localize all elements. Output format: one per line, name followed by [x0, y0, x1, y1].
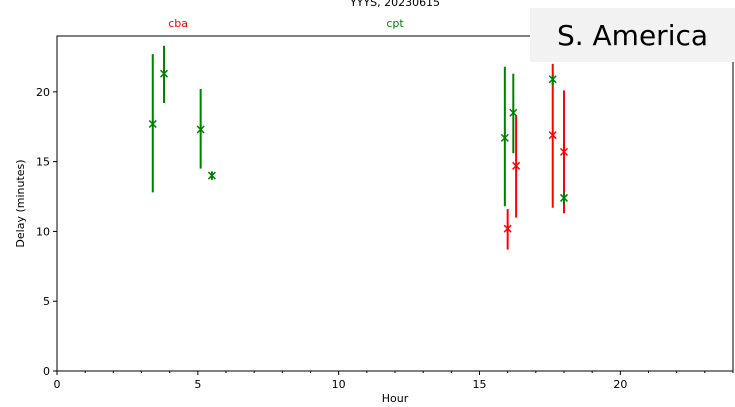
cpt-point	[500, 133, 509, 142]
series-label-cba: cba	[168, 17, 188, 30]
cpt-point	[207, 171, 216, 180]
cpt-marker-stroke	[148, 119, 157, 128]
series-label-cpt: cpt	[386, 17, 404, 30]
region-label: S. America	[556, 18, 709, 52]
cpt-marker-stroke	[559, 193, 569, 202]
axes	[56, 35, 734, 372]
cpt-marker-stroke	[509, 108, 518, 117]
y-axis-title: Delay (minutes)	[14, 159, 27, 247]
cba-marker-stroke	[559, 147, 569, 156]
y-tick-label: 20	[36, 86, 50, 99]
cpt-marker-stroke	[160, 69, 169, 78]
cpt-point	[548, 75, 557, 84]
cpt-marker-stroke	[500, 133, 509, 142]
cpt-point	[196, 125, 205, 134]
y-tick-label: 15	[36, 156, 50, 169]
cpt-marker-stroke	[196, 125, 205, 134]
series-labels: cba cpt	[168, 17, 404, 30]
cpt-marker-stroke	[548, 75, 557, 84]
data-marks	[148, 45, 569, 250]
x-tick-label: 10	[332, 378, 346, 391]
cba-marker-stroke	[503, 224, 512, 233]
cpt-point	[148, 119, 157, 128]
cpt-marker-stroke	[207, 171, 216, 180]
cba-point	[559, 147, 569, 156]
chart-title: YYYS, 20230615	[349, 0, 440, 9]
x-tick-label: 20	[613, 378, 627, 391]
cba-point	[503, 224, 512, 233]
cpt-point	[559, 193, 569, 202]
x-tick-label: 0	[54, 378, 61, 391]
x-tick-label: 5	[194, 378, 201, 391]
x-tick-label: 15	[473, 378, 487, 391]
cba-marker-stroke	[548, 131, 557, 140]
cpt-point	[509, 108, 518, 117]
region-label-box: S. America	[530, 8, 735, 62]
y-tick-label: 5	[43, 295, 50, 308]
cba-point	[548, 131, 557, 140]
y-tick-label: 10	[36, 225, 50, 238]
x-axis-ticks: 0 5 10 15 20	[54, 371, 734, 391]
cba-point	[512, 161, 521, 170]
y-tick-label: 0	[43, 365, 50, 378]
plot-frame	[56, 35, 734, 372]
cpt-point	[160, 69, 169, 78]
y-axis-ticks: 0 5 10 15 20	[36, 86, 57, 378]
cba-marker-stroke	[512, 161, 521, 170]
x-axis-title: Hour	[382, 392, 409, 405]
